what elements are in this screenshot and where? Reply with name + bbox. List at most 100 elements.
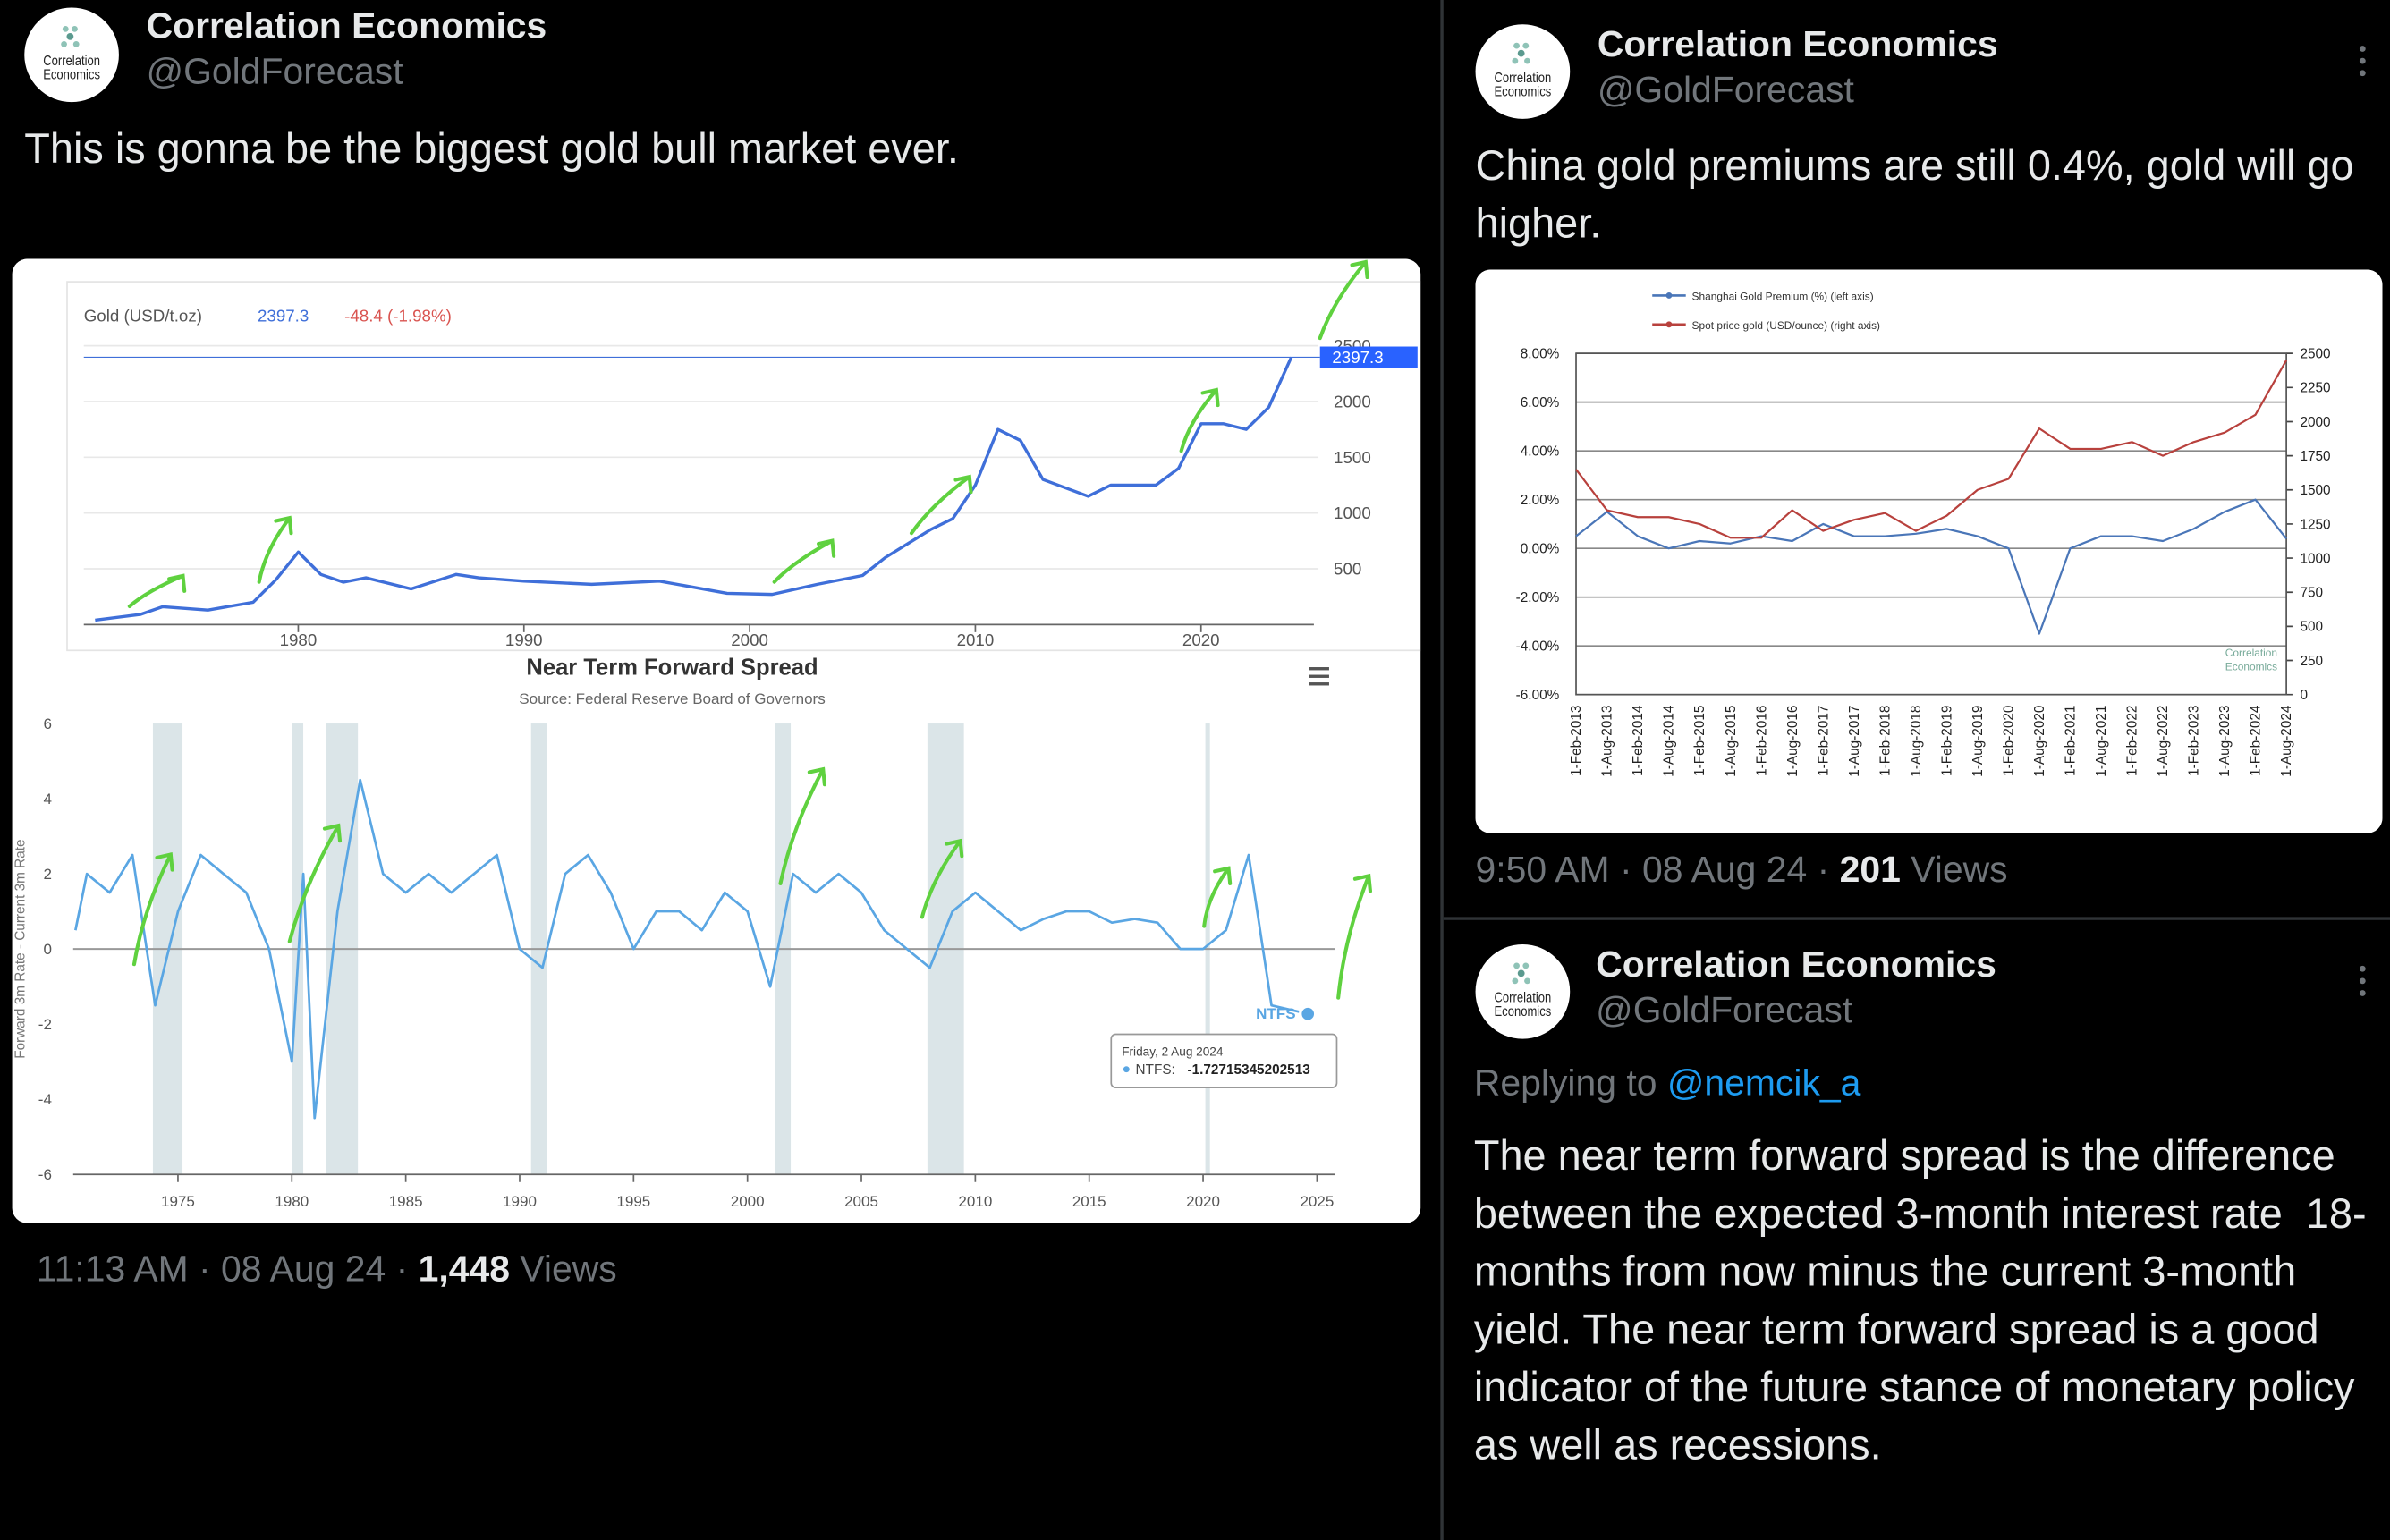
series-line [1575, 498, 2287, 635]
x-tick-label: 1-Aug-2014 [1662, 705, 1677, 777]
series-name-label: NTFS [1256, 1005, 1295, 1022]
logo-text: Economics [43, 66, 100, 82]
x-tick-label: 1-Aug-2019 [1970, 706, 1986, 777]
x-tick-label: 2015 [1072, 1193, 1106, 1210]
annotation-arrow [920, 838, 964, 919]
y-tick-label: 4.00% [1521, 444, 1560, 460]
x-tick-label: 1-Aug-2024 [2279, 705, 2294, 777]
y-tick-label: -6 [38, 1166, 52, 1183]
x-tick-label: 2020 [1182, 630, 1220, 649]
y-tick-label: 500 [1334, 560, 1361, 579]
views-label: Views [1911, 850, 2008, 892]
views-count: 201 [1839, 850, 1901, 892]
x-tick-label: 1995 [616, 1193, 650, 1210]
y-tick-label: 1500 [1334, 448, 1371, 467]
avatar[interactable]: Correlation Economics [1475, 944, 1571, 1039]
logo-icon [61, 25, 80, 47]
annotation-arrow [772, 538, 836, 584]
annotation-arrow [1318, 259, 1369, 341]
y-tick-label: -4.00% [1516, 639, 1560, 655]
more-menu[interactable] [2353, 962, 2371, 1002]
y-tick-label: -2 [38, 1016, 52, 1033]
tweet-text: China gold premiums are still 0.4%, gold… [1475, 141, 2366, 247]
y-tick-label: 4 [43, 791, 51, 808]
x-tick-label: 1-Feb-2023 [2187, 706, 2202, 776]
chart-border [66, 281, 1421, 652]
annotation-arrow [131, 852, 174, 967]
y-tick-label: 0 [43, 941, 51, 958]
x-tick-label: 1990 [503, 1193, 537, 1210]
x-tick-label: 1-Aug-2017 [1847, 706, 1862, 777]
x-tick-label: 2010 [958, 1193, 992, 1210]
author-name[interactable]: Correlation Economics [1597, 24, 1998, 66]
chart-image: -6.00% -4.00% -2.00% 0.00% 2.00% 4.00% 6.00% 8.… [1475, 269, 2383, 833]
annotation-arrow [778, 766, 826, 885]
x-tick-label: 1-Aug-2020 [2032, 706, 2047, 777]
author-name[interactable]: Correlation Economics [1596, 944, 1996, 986]
last-price-tag [1319, 346, 1418, 368]
tooltip-value: -1.72715345202513 [1187, 1062, 1309, 1078]
author-handle[interactable]: @GoldForecast [146, 51, 403, 93]
date: 08 Aug 24 [1641, 850, 1808, 892]
tweet-meta: 11:13 AM · 08 Aug 24 · 1,448 Views [37, 1249, 617, 1292]
reply-line: Replying to @nemcik_a [1474, 1063, 1861, 1106]
y-tick-label: 2 [43, 866, 51, 883]
author-handle[interactable]: @GoldForecast [1596, 990, 1853, 1032]
x-tick-label: 1-Aug-2015 [1724, 706, 1739, 777]
x-tick-label: 1-Feb-2024 [2249, 705, 2264, 776]
x-tick-label: 1-Aug-2013 [1600, 706, 1615, 777]
legend-label: Spot price gold (USD/ounce) (right axis) [1692, 319, 1881, 332]
time: 11:13 AM [36, 1248, 189, 1290]
x-tick-label: 1980 [280, 630, 318, 649]
views-label: Views [520, 1248, 617, 1290]
media-card[interactable]: -6.00% -4.00% -2.00% 0.00% 2.00% 4.00% 6.00% 8.… [1475, 269, 2383, 833]
reply-handle[interactable]: @nemcik_a [1666, 1062, 1861, 1104]
x-tick-label: 1-Feb-2020 [2001, 706, 2016, 776]
divider [1443, 917, 2390, 920]
y2-tick-label: 2500 [2300, 347, 2330, 362]
x-tick-label: 1-Aug-2021 [2094, 706, 2109, 777]
separator: · [1619, 850, 1632, 892]
more-menu[interactable] [2353, 43, 2371, 82]
avatar[interactable]: Correlation Economics [1475, 24, 1571, 119]
x-tick-label: 1980 [275, 1193, 309, 1210]
x-tick-label: 1-Feb-2019 [1939, 706, 1954, 776]
price-change: -48.4 (-1.98%) [344, 306, 452, 325]
avatar[interactable]: Correlation Economics [24, 7, 119, 103]
legend-marker [1665, 292, 1673, 299]
x-tick-label: 2025 [1300, 1193, 1334, 1210]
author-name[interactable]: Correlation Economics [146, 5, 547, 47]
tooltip-label: NTFS: [1136, 1062, 1175, 1078]
annotation-arrow [909, 474, 973, 536]
series-line [95, 356, 1293, 622]
x-tick-label: 1-Feb-2018 [1877, 706, 1893, 776]
x-tick-label: 1-Aug-2023 [2217, 706, 2233, 777]
y2-tick-label: 750 [2300, 586, 2323, 601]
tweet-meta: 9:50 AM · 08 Aug 24 · 201 Views [1476, 850, 2008, 893]
logo-icon [1512, 962, 1530, 985]
x-tick-label: 1990 [505, 630, 543, 649]
y-tick-label: -6.00% [1516, 688, 1560, 703]
y2-tick-label: 1250 [2300, 517, 2330, 532]
media-card[interactable]: 500 1000 1500 2000 2500 1980 1990 2000 2010 2020 G… [12, 258, 1421, 1223]
author-handle[interactable]: @GoldForecast [1597, 70, 1854, 112]
tooltip [1110, 1033, 1338, 1088]
legend-label: Shanghai Gold Premium (%) (left axis) [1692, 291, 1874, 303]
time: 9:50 AM [1475, 850, 1610, 892]
menu-icon [1309, 667, 1329, 671]
x-tick-label: 1-Feb-2015 [1692, 706, 1708, 776]
menu-icon [1309, 682, 1329, 686]
price: 2397.3 [258, 306, 309, 325]
x-tick-label: 1-Feb-2021 [2064, 706, 2079, 776]
x-tick-label: 2000 [731, 630, 768, 649]
y-tick-label: 2000 [1334, 393, 1371, 411]
y2-tick-label: 2250 [2300, 381, 2330, 396]
watermark: Correlation [2225, 647, 2277, 659]
x-tick-label: 1-Feb-2014 [1631, 705, 1646, 776]
annotation-arrow [1336, 873, 1373, 1000]
legend-marker [1665, 321, 1673, 328]
annotation-arrow [1179, 387, 1220, 453]
